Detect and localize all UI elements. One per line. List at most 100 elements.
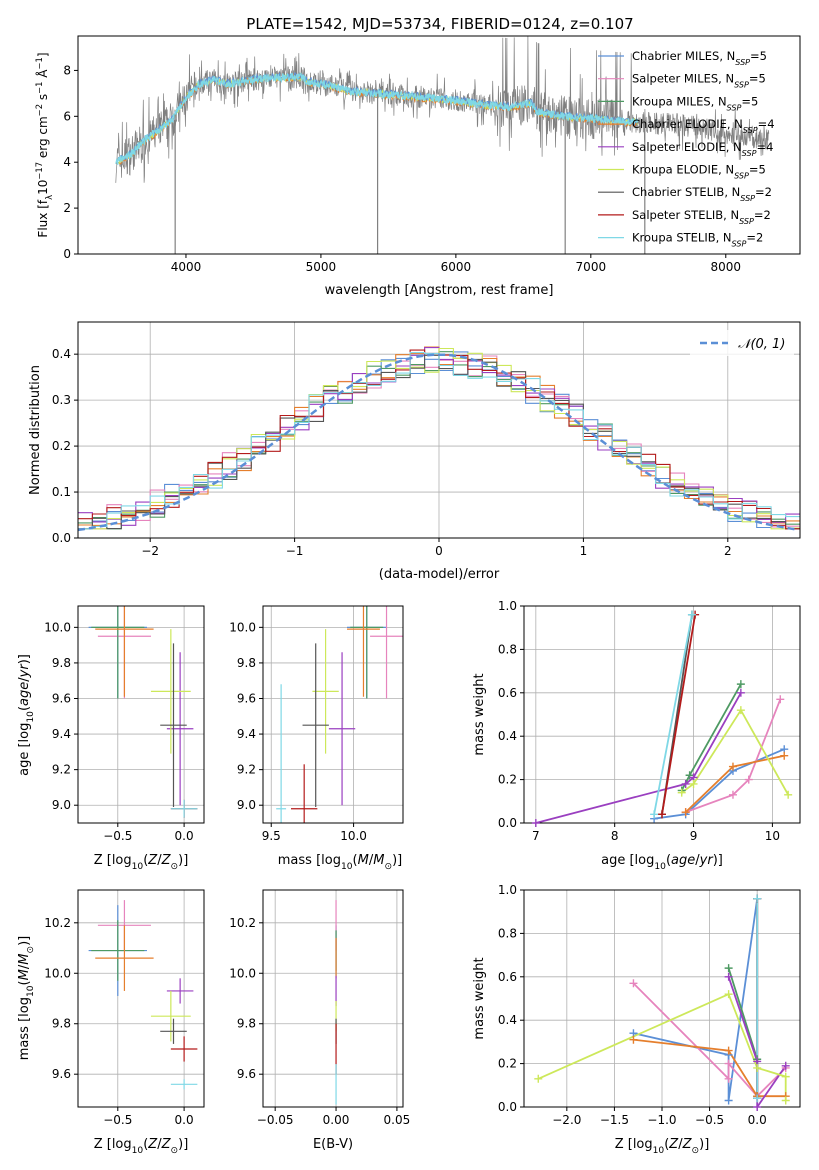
- weight-marker: [736, 706, 745, 715]
- legend-entry-label: Salpeter ELODIE, NSSP=4: [632, 140, 773, 158]
- plot-area: [78, 346, 800, 532]
- errorbar-point: [91, 920, 145, 981]
- legend-entry-label: Kroupa MILES, NSSP=5: [632, 94, 758, 112]
- weight-marker: [629, 979, 638, 988]
- y-tick-label: 0.2: [52, 439, 71, 453]
- plot-age-vs-Z: −0.5 0.0 9.0 9.2 9.4 9.6 9.8 10.0 Z [log10(Z/Z⊙)…: [17, 605, 205, 872]
- normal-reference-curve: [78, 353, 798, 532]
- weight-series-line: [661, 614, 696, 815]
- errorbar-point: [276, 684, 287, 823]
- plot-area: [115, 36, 770, 254]
- y-tick-label: 0.0: [498, 816, 517, 830]
- x-tick-label: −0.5: [103, 1113, 132, 1127]
- x-tick-label: 8: [611, 829, 619, 843]
- y-tick-label: 10.2: [229, 916, 256, 930]
- figure-title: PLATE=1542, MJD=53734, FIBERID=0124, z=0…: [246, 15, 633, 33]
- y-tick-label: 4: [63, 155, 71, 169]
- legend-entry-label: Salpeter STELIB, NSSP=2: [632, 208, 771, 226]
- y-tick-label: 0.4: [52, 347, 71, 361]
- y-axis-label: mass [log10(M/M⊙)]: [17, 936, 36, 1060]
- plot-weight-vs-Z: −2.0 −1.5 −1.0 −0.5 0.0 0.0 0.2 0.4 0.6 0.8 1.0 mas…: [472, 883, 801, 1156]
- x-tick-label: 1: [580, 544, 588, 558]
- errorbar-point: [170, 1079, 198, 1090]
- x-tick-label: −0.05: [257, 1113, 294, 1127]
- plots-layer: 4000 5000 6000 7000 8000 0 2 4 6 8 wavelength [Ang…: [17, 35, 801, 1156]
- y-tick-label: 9.0: [52, 798, 71, 812]
- weight-marker: [781, 1096, 790, 1105]
- x-axis-label: age [log10(age/yr)]: [601, 853, 723, 872]
- y-axis-label: Normed distribution: [28, 365, 43, 495]
- axes-frame: [77, 889, 205, 1108]
- errorbar-point: [150, 629, 191, 754]
- axes-frame: [77, 35, 801, 255]
- x-tick-label: −2.0: [552, 1113, 581, 1127]
- x-tick-label: 9: [690, 829, 698, 843]
- x-tick-label: 7000: [576, 260, 607, 274]
- x-axis-label: (data-model)/error: [379, 567, 500, 582]
- y-axis-label: age [log10(age/yr)]: [17, 654, 36, 776]
- legend-entry-label: Chabrier ELODIE, NSSP=4: [632, 117, 775, 135]
- y-tick-label: 1.0: [498, 883, 517, 897]
- weight-series-line: [685, 698, 782, 813]
- y-tick-label: 10.2: [44, 916, 71, 930]
- axes-frame: [77, 605, 205, 824]
- x-tick-label: 9.5: [262, 829, 281, 843]
- weight-marker: [629, 1035, 638, 1044]
- axes-frame: [262, 889, 404, 1108]
- x-tick-label: −0.5: [103, 829, 132, 843]
- x-tick-label: 0.05: [384, 1113, 411, 1127]
- x-tick-label: 8000: [711, 260, 742, 274]
- y-axis-label: mass weight: [472, 957, 487, 1039]
- y-tick-label: 0.8: [498, 642, 517, 656]
- x-axis-label: E(B-V): [313, 1137, 353, 1152]
- plot-area: [535, 614, 789, 823]
- weight-marker: [780, 751, 789, 760]
- weight-marker: [681, 779, 690, 788]
- x-tick-label: 5000: [306, 260, 337, 274]
- y-tick-label: 9.0: [237, 798, 256, 812]
- legend-entry-label: Chabrier MILES, NSSP=5: [632, 49, 767, 67]
- y-tick-label: 8: [63, 63, 71, 77]
- weight-series-line: [680, 683, 742, 791]
- x-tick-label: 10: [765, 829, 780, 843]
- errorbar-point: [160, 1018, 187, 1044]
- errorbar-point: [91, 606, 145, 699]
- legend-entry-label: Kroupa ELODIE, NSSP=5: [632, 163, 766, 181]
- spectrum-model-line: [115, 72, 639, 165]
- weight-marker: [681, 808, 690, 817]
- y-tick-label: 9.8: [237, 656, 256, 670]
- legend-entry-label: 𝒩(0, 1): [738, 337, 785, 352]
- plot-area: [88, 900, 198, 1090]
- y-tick-label: 0.0: [52, 531, 71, 545]
- x-tick-label: 4000: [171, 260, 202, 274]
- weight-marker: [736, 680, 745, 689]
- weight-marker: [687, 610, 696, 619]
- weight-marker: [677, 788, 686, 797]
- weight-marker: [753, 1094, 762, 1103]
- errorbar-point: [347, 606, 380, 697]
- x-tick-label: −0.5: [695, 1113, 724, 1127]
- y-tick-label: 0.1: [52, 485, 71, 499]
- y-tick-label: 10.0: [44, 966, 71, 980]
- errorbar-point: [170, 1036, 198, 1062]
- weight-marker: [753, 1063, 762, 1072]
- weight-marker: [753, 894, 762, 903]
- y-tick-label: 9.4: [52, 727, 71, 741]
- x-tick-label: 0.0: [175, 1113, 194, 1127]
- errorbar-point: [95, 925, 154, 991]
- weight-marker: [753, 1103, 762, 1111]
- weight-marker: [776, 695, 785, 704]
- weight-marker: [724, 972, 733, 981]
- y-tick-label: 9.6: [237, 691, 256, 705]
- plot-weight-vs-age: 7 8 9 10 0.0 0.2 0.4 0.6 0.8 1.0 mass weight age [l…: [472, 599, 801, 872]
- weight-marker: [784, 790, 793, 799]
- y-axis-label: mass weight: [472, 673, 487, 755]
- legend-entry-label: Kroupa STELIB, NSSP=2: [632, 231, 763, 249]
- weight-series-line: [633, 1038, 786, 1098]
- legend-box: [690, 330, 794, 356]
- x-axis-label: Z [log10(Z/Z⊙)]: [94, 1137, 189, 1156]
- weight-marker: [724, 1096, 733, 1105]
- x-tick-label: 7: [532, 829, 540, 843]
- weight-marker: [728, 762, 737, 771]
